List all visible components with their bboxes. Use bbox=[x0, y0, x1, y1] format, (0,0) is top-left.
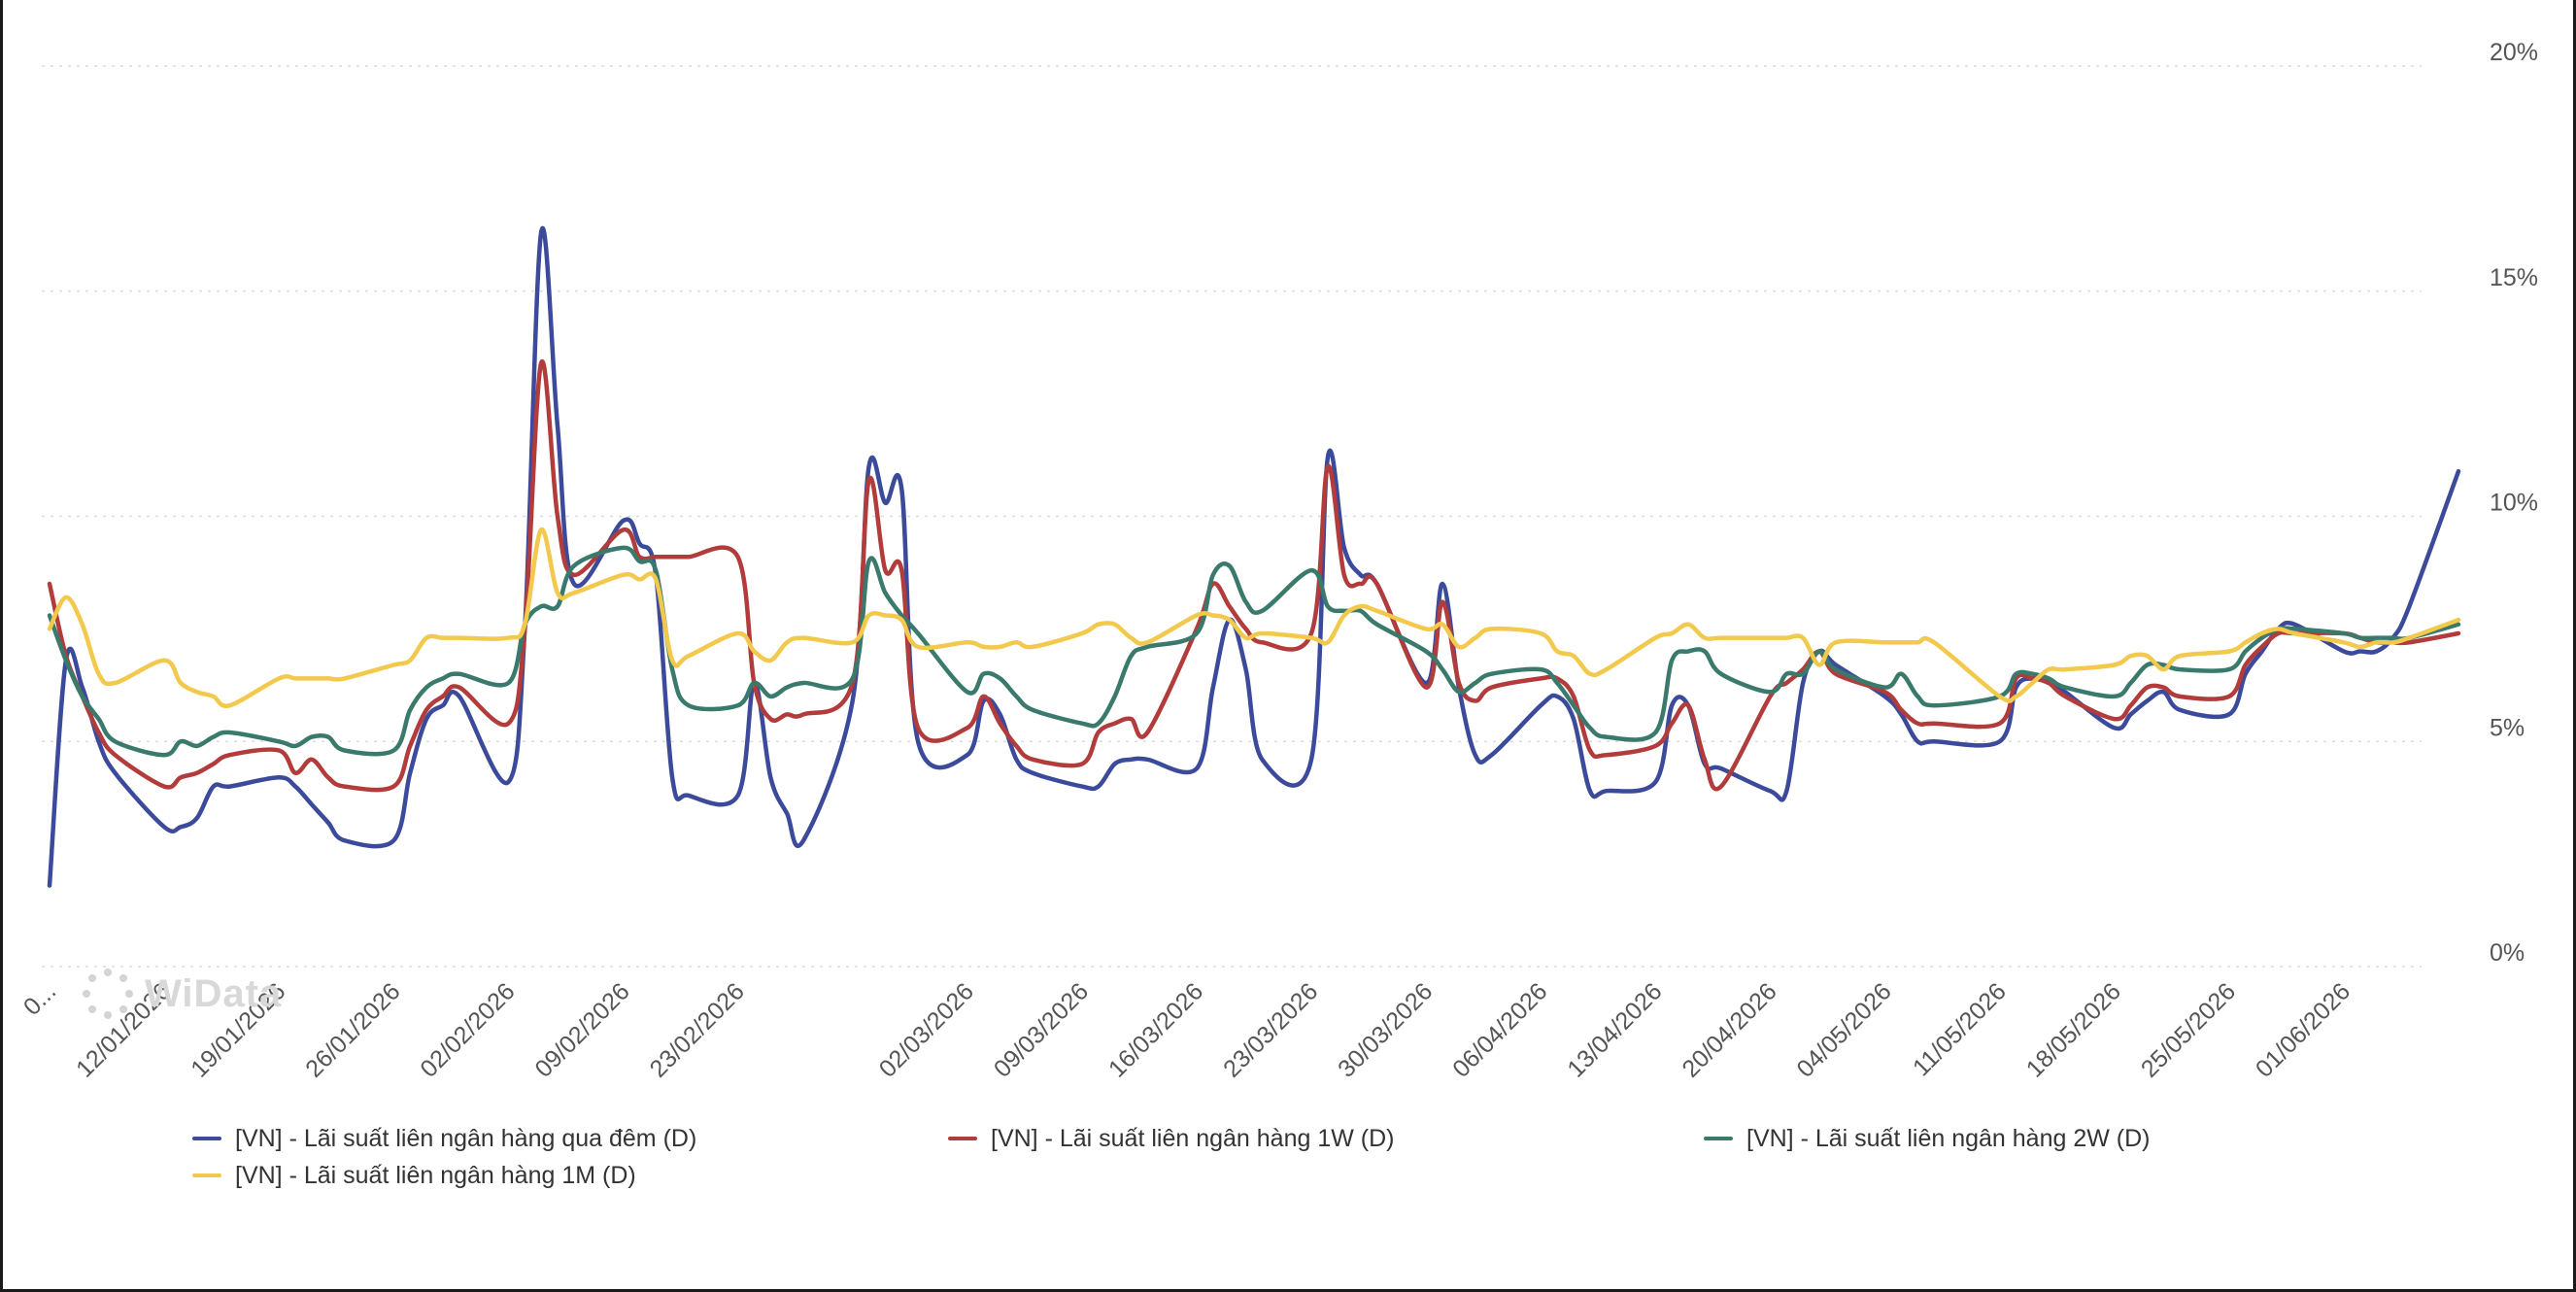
legend-label: [VN] - Lãi suất liên ngân hàng 1M (D) bbox=[235, 1161, 636, 1189]
y-tick-label: 10% bbox=[2490, 490, 2538, 517]
gridlines bbox=[42, 65, 2422, 968]
y-axis-ticks: 0% 5% 10% 15% 20% bbox=[2490, 39, 2538, 967]
x-axis-ticks: 0... 12/01/2026 19/01/2026 26/01/2026 02/02/… bbox=[18, 977, 2356, 1082]
legend-label: [VN] - Lãi suất liên ngân hàng qua đêm (… bbox=[235, 1124, 697, 1152]
watermark-text: WiData bbox=[145, 971, 283, 1015]
chart-legend: [VN] - Lãi suất liên ngân hàng qua đêm (… bbox=[192, 1125, 2426, 1189]
x-tick-label: 16/03/2026 bbox=[1103, 977, 1208, 1082]
legend-label: [VN] - Lãi suất liên ngân hàng 1W (D) bbox=[991, 1124, 1395, 1152]
legend-swatch bbox=[192, 1137, 221, 1140]
x-tick-label: 25/05/2026 bbox=[2136, 977, 2241, 1082]
legend-item[interactable]: [VN] - Lãi suất liên ngân hàng 2W (D) bbox=[1704, 1125, 2423, 1152]
x-tick-label: 09/02/2026 bbox=[529, 977, 634, 1082]
x-tick-label: 23/02/2026 bbox=[645, 977, 750, 1082]
series-line-4 bbox=[47, 527, 2461, 709]
legend-item[interactable]: [VN] - Lãi suất liên ngân hàng qua đêm (… bbox=[192, 1125, 948, 1152]
series-line-1 bbox=[47, 226, 2461, 888]
widata-logo-icon bbox=[83, 969, 133, 1019]
x-tick-label: 01/06/2026 bbox=[2251, 977, 2356, 1082]
legend-swatch bbox=[1704, 1137, 1733, 1140]
x-tick-label: 04/05/2026 bbox=[1791, 977, 1896, 1082]
series-lines bbox=[47, 226, 2461, 888]
y-tick-label: 20% bbox=[2490, 39, 2538, 66]
legend-swatch bbox=[192, 1173, 221, 1177]
legend-item[interactable]: [VN] - Lãi suất liên ngân hàng 1W (D) bbox=[948, 1125, 1704, 1152]
x-tick-label: 02/02/2026 bbox=[415, 977, 520, 1082]
x-tick-label: 09/03/2026 bbox=[989, 977, 1094, 1082]
y-tick-label: 5% bbox=[2490, 714, 2525, 741]
line-chart: 0% 5% 10% 15% 20% 0... 12/01/2026 19/01/2026 26… bbox=[18, 39, 2538, 1083]
x-tick-label: 20/04/2026 bbox=[1677, 977, 1781, 1082]
x-tick-label: 18/05/2026 bbox=[2021, 977, 2126, 1082]
y-tick-label: 15% bbox=[2490, 264, 2538, 291]
legend-swatch bbox=[948, 1137, 977, 1140]
watermark-logo: WiData bbox=[81, 967, 282, 1021]
x-tick-label: 06/04/2026 bbox=[1447, 977, 1552, 1082]
x-tick-label: 23/03/2026 bbox=[1218, 977, 1323, 1082]
x-tick-label: 26/01/2026 bbox=[300, 977, 405, 1082]
legend-label: [VN] - Lãi suất liên ngân hàng 2W (D) bbox=[1746, 1124, 2151, 1152]
legend-item[interactable]: [VN] - Lãi suất liên ngân hàng 1M (D) bbox=[192, 1162, 948, 1189]
x-tick-label: 02/03/2026 bbox=[874, 977, 979, 1082]
x-tick-label: 0... bbox=[18, 977, 61, 1020]
x-tick-label: 11/05/2026 bbox=[1908, 977, 2012, 1081]
x-tick-label: 30/03/2026 bbox=[1333, 977, 1438, 1082]
y-tick-label: 0% bbox=[2490, 939, 2525, 967]
x-tick-label: 13/04/2026 bbox=[1562, 977, 1667, 1082]
